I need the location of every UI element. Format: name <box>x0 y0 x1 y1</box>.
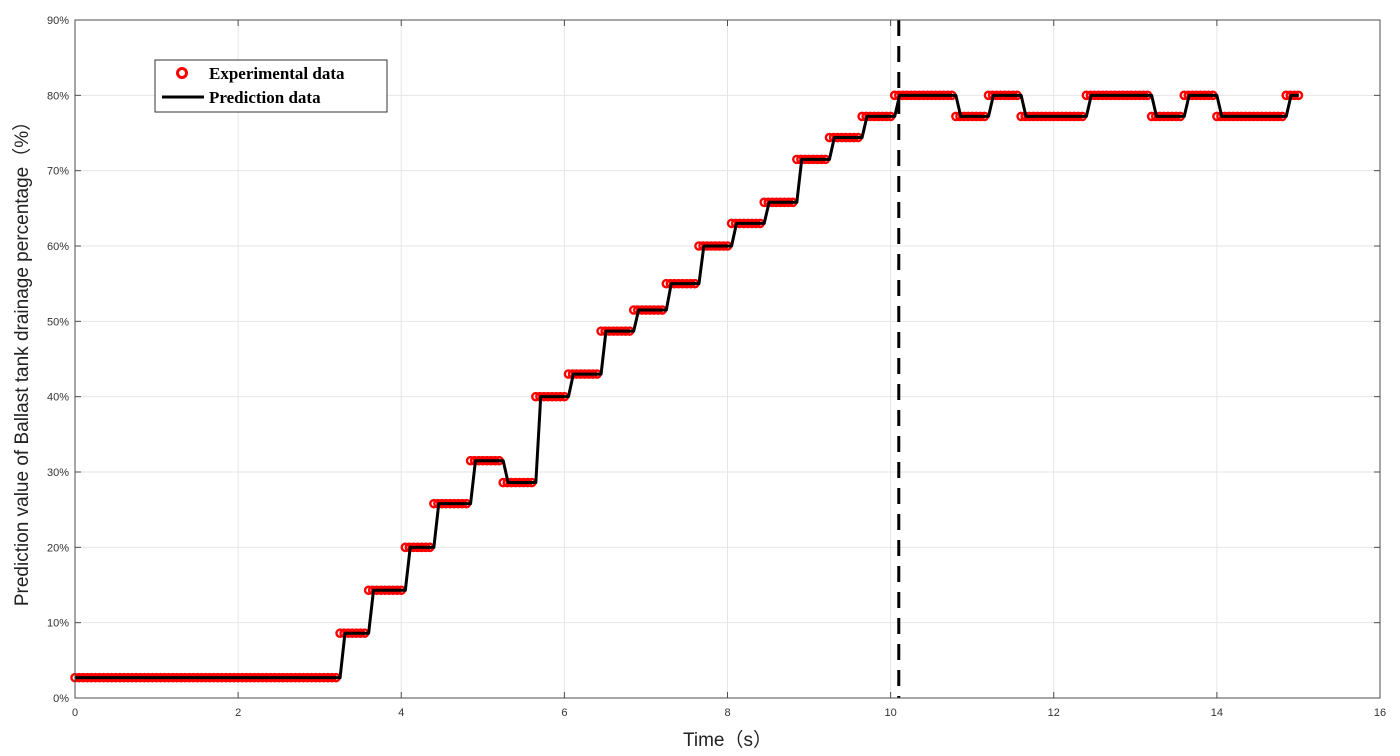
series-layer <box>70 90 1304 683</box>
x-tick-label: 16 <box>1374 707 1386 719</box>
x-tick-label: 6 <box>561 707 567 719</box>
legend-label-experimental: Experimental data <box>209 64 345 83</box>
legend-label-prediction: Prediction data <box>209 88 321 107</box>
prediction-data-line <box>75 93 1299 680</box>
y-tick-label: 90% <box>47 15 69 27</box>
tick-labels: 0 2 4 6 8 10 12 14 16 0% 10% 20% 30% 40% 50% 60% 70% 80% 9… <box>47 15 1386 719</box>
x-tick-label: 0 <box>72 707 78 719</box>
y-tick-label: 50% <box>47 316 69 328</box>
x-tick-label: 14 <box>1211 707 1223 719</box>
y-tick-label: 40% <box>47 392 69 404</box>
y-tick-label: 30% <box>47 467 69 479</box>
y-tick-label: 0% <box>53 693 69 705</box>
x-tick-label: 4 <box>398 707 404 719</box>
legend-box <box>154 59 388 113</box>
y-tick-label: 10% <box>47 618 69 630</box>
y-tick-label: 60% <box>47 241 69 253</box>
x-tick-label: 12 <box>1048 707 1060 719</box>
x-tick-label: 2 <box>235 707 241 719</box>
grid <box>74 19 1381 699</box>
y-axis-label: Prediction value of Ballast tank drainag… <box>11 112 33 606</box>
y-tick-label: 80% <box>47 90 69 102</box>
x-tick-label: 10 <box>885 707 897 719</box>
x-tick-label: 8 <box>724 707 730 719</box>
axes <box>74 19 1381 699</box>
x-axis-label: Time（s） <box>683 729 772 751</box>
y-tick-label: 70% <box>47 166 69 178</box>
y-tick-label: 20% <box>47 542 69 554</box>
legend: Experimental data Prediction data <box>154 59 388 113</box>
plot-frame <box>74 19 1381 699</box>
legend-experimental-marker-icon <box>176 67 188 79</box>
